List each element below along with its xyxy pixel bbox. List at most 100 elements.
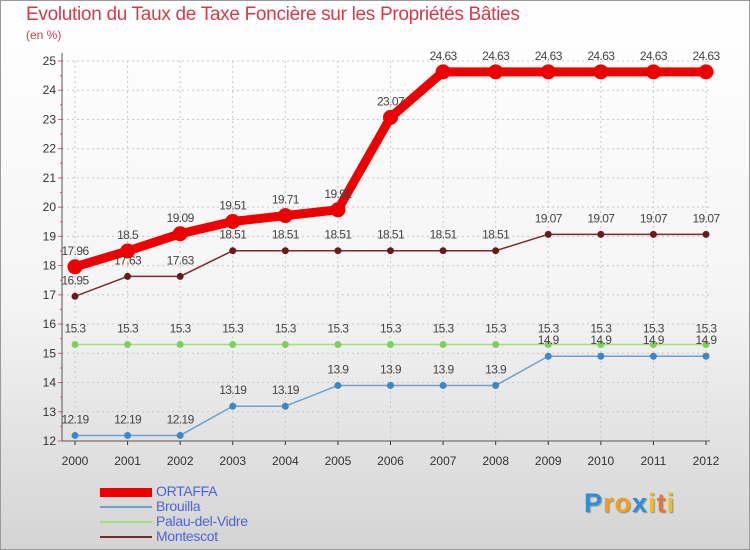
data-point xyxy=(439,247,447,255)
data-point xyxy=(229,247,237,255)
data-label: 18.51 xyxy=(272,228,300,242)
x-tick-label: 2003 xyxy=(219,454,246,468)
data-label: 18.5 xyxy=(117,228,139,242)
logo-letter: o xyxy=(614,488,633,518)
data-label: 13.9 xyxy=(433,362,455,376)
data-point xyxy=(71,431,79,439)
data-label: 14.9 xyxy=(696,333,718,347)
data-label: 24.63 xyxy=(587,49,615,63)
data-label: 24.63 xyxy=(482,49,510,63)
data-label: 19.09 xyxy=(167,211,195,225)
x-tick-label: 2002 xyxy=(167,454,194,468)
data-point xyxy=(71,292,79,300)
data-label: 14.9 xyxy=(538,333,560,347)
data-point xyxy=(645,64,661,80)
data-point xyxy=(488,64,504,80)
legend-label-ortaffa: ORTAFFA xyxy=(156,483,218,499)
data-label: 23.07 xyxy=(377,94,405,108)
data-label: 18.51 xyxy=(430,228,458,242)
logo-letter: i xyxy=(648,488,657,518)
data-label: 13.9 xyxy=(380,362,402,376)
chart-title: Evolution du Taux de Taxe Foncière sur l… xyxy=(26,4,520,25)
data-label: 19.71 xyxy=(272,193,300,207)
data-label: 17.63 xyxy=(167,253,195,267)
data-point xyxy=(698,64,714,80)
data-label: 24.63 xyxy=(640,49,668,63)
data-point xyxy=(544,230,552,238)
data-point xyxy=(124,431,132,439)
legend-label-brouilla: Brouilla xyxy=(156,498,201,514)
y-tick-label: 24 xyxy=(43,83,57,97)
data-point xyxy=(277,208,293,224)
legend-swatch-ortaffa xyxy=(100,487,152,497)
logo-letter: t xyxy=(656,488,667,518)
data-point xyxy=(387,381,394,389)
data-label: 14.9 xyxy=(590,333,612,347)
data-point xyxy=(334,381,342,389)
x-tick-label: 2009 xyxy=(535,454,562,468)
data-point xyxy=(334,341,342,349)
x-tick-label: 2007 xyxy=(430,454,457,468)
data-point xyxy=(281,402,289,410)
data-label: 12.19 xyxy=(167,412,195,426)
series-group xyxy=(67,64,714,439)
data-label: 17.96 xyxy=(61,244,89,258)
y-tick-label: 15 xyxy=(43,346,57,360)
data-labels: 17.96 18.5 19.09 19.51 19.71 19.91 23.07 24.63 2… xyxy=(61,49,721,427)
data-point xyxy=(597,352,605,360)
legend-label-montescot: Montescot xyxy=(156,528,218,544)
y-tick-label: 20 xyxy=(43,200,57,214)
logo-letter: r xyxy=(603,488,615,518)
x-tick-label: 2006 xyxy=(377,454,404,468)
y-tick-label: 19 xyxy=(43,229,57,243)
data-label: 24.63 xyxy=(535,49,563,63)
data-point xyxy=(172,226,188,242)
y-tick-label: 13 xyxy=(43,405,57,419)
data-point xyxy=(702,352,710,360)
data-label: 18.51 xyxy=(377,228,405,242)
y-tick-labels: 12 13 14 15 16 17 18 19 20 21 22 23 24 25 xyxy=(43,54,57,448)
data-label: 19.91 xyxy=(324,187,352,201)
data-point xyxy=(281,341,289,349)
y-axis-unit: (en %) xyxy=(26,28,62,42)
data-label: 19.07 xyxy=(535,211,563,225)
y-tick-label: 17 xyxy=(43,288,57,302)
data-point xyxy=(492,247,500,255)
data-label: 19.07 xyxy=(587,211,615,225)
data-point xyxy=(176,341,184,349)
data-label: 16.95 xyxy=(61,273,89,287)
data-label: 15.3 xyxy=(222,322,244,336)
data-point xyxy=(702,341,710,349)
data-label: 15.3 xyxy=(65,322,87,336)
data-point xyxy=(597,230,605,238)
data-point xyxy=(281,247,289,255)
y-tick-label: 18 xyxy=(43,259,57,273)
y-tick-label: 21 xyxy=(43,171,57,185)
data-point xyxy=(649,230,657,238)
data-label: 19.51 xyxy=(219,198,247,212)
data-point xyxy=(439,381,447,389)
data-label: 24.63 xyxy=(692,49,720,63)
x-tick-label: 2010 xyxy=(587,454,614,468)
data-point xyxy=(120,243,136,259)
data-point xyxy=(544,352,552,360)
data-point xyxy=(330,202,346,218)
data-point xyxy=(593,64,609,80)
y-tick-label: 16 xyxy=(43,317,57,331)
data-label: 15.3 xyxy=(170,322,192,336)
data-point xyxy=(67,259,83,275)
data-point xyxy=(649,352,657,360)
data-label: 18.51 xyxy=(482,228,510,242)
logo-letter: i xyxy=(666,488,676,518)
data-label: 15.3 xyxy=(696,322,718,336)
data-point xyxy=(225,213,241,229)
data-label: 15.3 xyxy=(538,322,560,336)
data-point xyxy=(492,341,500,349)
data-label: 15.3 xyxy=(117,322,139,336)
x-tick-label: 2012 xyxy=(693,454,720,468)
y-tick-label: 23 xyxy=(43,112,57,126)
data-point xyxy=(334,247,342,255)
data-point xyxy=(649,341,657,349)
data-label: 12.19 xyxy=(61,412,89,426)
logo-letter: P xyxy=(584,488,604,518)
